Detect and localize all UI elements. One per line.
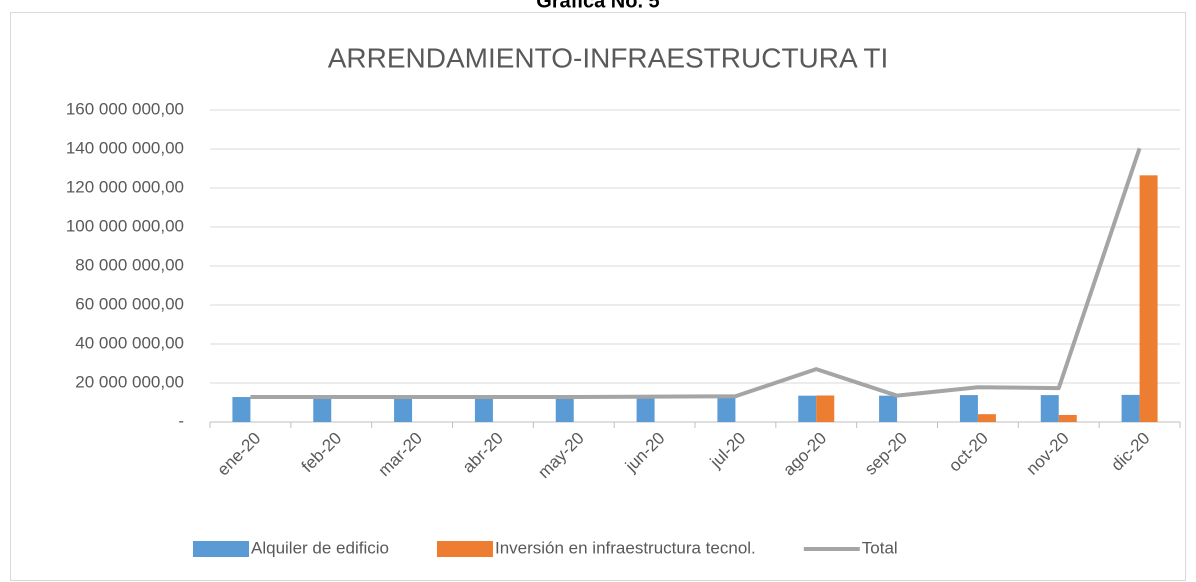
bar (555, 397, 574, 422)
y-tick-label: 140 000 000,00 (66, 138, 184, 157)
y-tick-label: 100 000 000,00 (66, 216, 184, 235)
line (250, 147, 1142, 400)
heading: Gráfica No. 5 (536, 0, 659, 12)
y-tick-label: - (178, 411, 184, 430)
bar (816, 395, 835, 422)
bar (394, 397, 413, 422)
legend-swatch (436, 541, 493, 557)
y-tick-label: 40 000 000,00 (75, 333, 184, 352)
bar (474, 397, 493, 422)
legend-swatch (193, 541, 249, 557)
chart-title: ARRENDAMIENTO-INFRAESTRUCTURA TI (328, 42, 889, 73)
y-tick-label: 120 000 000,00 (66, 177, 184, 196)
y-tick-label: 60 000 000,00 (75, 294, 184, 313)
bar (636, 396, 655, 422)
bar (798, 395, 817, 422)
bar (1139, 175, 1158, 422)
bar (1040, 395, 1059, 422)
bar (717, 396, 736, 422)
y-tick-label: 20 000 000,00 (75, 372, 184, 391)
y-tick-label: 160 000 000,00 (66, 99, 184, 118)
legend-label: Total (862, 538, 898, 557)
bar (1058, 414, 1077, 422)
bar (977, 414, 996, 422)
y-tick-label: 80 000 000,00 (75, 255, 184, 274)
bar (879, 395, 898, 422)
bar (232, 397, 251, 422)
legend-label: Alquiler de edificio (251, 538, 389, 557)
chart-frame (10, 12, 1186, 581)
bar (313, 397, 332, 422)
legend-label: Inversión en infraestructura tecnol. (495, 538, 756, 557)
bar (1121, 394, 1140, 422)
bar (959, 395, 978, 422)
